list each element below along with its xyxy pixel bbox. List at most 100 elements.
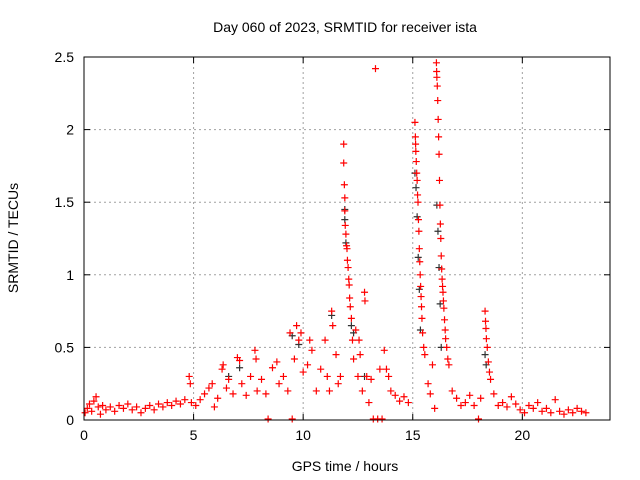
data-point bbox=[418, 303, 426, 311]
data-point bbox=[482, 325, 490, 333]
data-point bbox=[284, 387, 292, 395]
data-point bbox=[141, 404, 149, 412]
data-point bbox=[440, 304, 448, 312]
x-tick-label: 20 bbox=[515, 427, 531, 443]
data-point bbox=[412, 140, 420, 148]
data-point bbox=[342, 230, 350, 238]
data-point bbox=[434, 227, 442, 235]
data-point bbox=[413, 169, 421, 177]
data-point bbox=[218, 365, 226, 373]
data-point bbox=[412, 158, 420, 166]
data-point bbox=[290, 355, 298, 363]
data-point bbox=[564, 406, 572, 414]
data-point bbox=[419, 329, 427, 337]
data-point bbox=[297, 329, 305, 337]
data-point bbox=[416, 258, 424, 266]
x-tick-label: 5 bbox=[190, 427, 198, 443]
data-point bbox=[229, 390, 237, 398]
data-point bbox=[448, 387, 456, 395]
data-point bbox=[431, 404, 439, 412]
data-point bbox=[435, 150, 443, 158]
data-point bbox=[347, 322, 355, 330]
data-point bbox=[205, 384, 213, 392]
data-point bbox=[295, 336, 303, 344]
data-point bbox=[534, 399, 542, 407]
data-point bbox=[414, 191, 422, 199]
data-point bbox=[376, 365, 384, 373]
data-point bbox=[299, 368, 307, 376]
data-point bbox=[94, 403, 102, 411]
data-point bbox=[354, 372, 362, 380]
data-point bbox=[159, 403, 167, 411]
data-point bbox=[92, 393, 100, 401]
data-point bbox=[556, 407, 564, 415]
data-point bbox=[483, 343, 491, 351]
data-point bbox=[417, 282, 425, 290]
plot-frame bbox=[83, 56, 611, 421]
data-point bbox=[196, 396, 204, 404]
data-point bbox=[225, 375, 233, 383]
data-point bbox=[412, 147, 420, 155]
data-point bbox=[96, 410, 104, 418]
data-point bbox=[490, 390, 498, 398]
y-tick-label: 0 bbox=[66, 412, 74, 428]
data-point bbox=[124, 400, 132, 408]
data-point bbox=[433, 73, 441, 81]
x-axis-label: GPS time / hours bbox=[292, 458, 399, 474]
data-point bbox=[247, 372, 255, 380]
data-point bbox=[435, 176, 443, 184]
data-point bbox=[481, 351, 489, 359]
data-point bbox=[279, 372, 287, 380]
data-point bbox=[438, 265, 446, 273]
data-point bbox=[457, 401, 465, 409]
data-point bbox=[415, 227, 423, 235]
data-point bbox=[236, 356, 244, 364]
y-axis-ticks: 0 0.5 1 1.5 2 2.5 bbox=[55, 49, 610, 428]
data-point bbox=[328, 307, 336, 315]
data-point bbox=[426, 390, 434, 398]
data-point bbox=[253, 387, 261, 395]
data-point bbox=[251, 346, 259, 354]
data-point bbox=[420, 343, 428, 351]
data-point bbox=[361, 288, 369, 296]
data-point bbox=[242, 391, 250, 399]
data-point bbox=[81, 409, 89, 417]
data-point bbox=[387, 387, 395, 395]
data-point bbox=[341, 221, 349, 229]
data-point bbox=[350, 355, 358, 363]
data-point bbox=[201, 390, 209, 398]
data-point bbox=[434, 97, 442, 105]
data-point bbox=[273, 358, 281, 366]
data-point bbox=[345, 281, 353, 289]
data-point bbox=[208, 380, 216, 388]
data-point bbox=[439, 288, 447, 296]
data-point bbox=[358, 387, 366, 395]
data-point bbox=[477, 394, 485, 402]
data-point bbox=[222, 384, 230, 392]
y-axis-label: SRMTID / TECUs bbox=[5, 183, 21, 293]
data-point bbox=[150, 406, 158, 414]
data-point bbox=[341, 207, 349, 215]
data-point bbox=[128, 406, 136, 414]
data-point bbox=[111, 407, 119, 415]
data-point bbox=[378, 415, 386, 423]
y-tick-label: 1.5 bbox=[55, 194, 75, 210]
data-point bbox=[90, 397, 98, 405]
data-point bbox=[404, 399, 412, 407]
data-point bbox=[436, 220, 444, 228]
data-point bbox=[343, 245, 351, 253]
data-point bbox=[312, 387, 320, 395]
data-point bbox=[119, 404, 127, 412]
data-point bbox=[434, 115, 442, 123]
data-point bbox=[304, 361, 312, 369]
data-point bbox=[238, 380, 246, 388]
chart-title: Day 060 of 2023, SRMTID for receiver ist… bbox=[213, 19, 477, 35]
data-point bbox=[275, 380, 283, 388]
data-point bbox=[487, 375, 495, 383]
data-point bbox=[323, 372, 331, 380]
data-point bbox=[441, 326, 449, 334]
data-point bbox=[542, 404, 550, 412]
data-point bbox=[347, 314, 355, 322]
data-point bbox=[482, 317, 490, 325]
